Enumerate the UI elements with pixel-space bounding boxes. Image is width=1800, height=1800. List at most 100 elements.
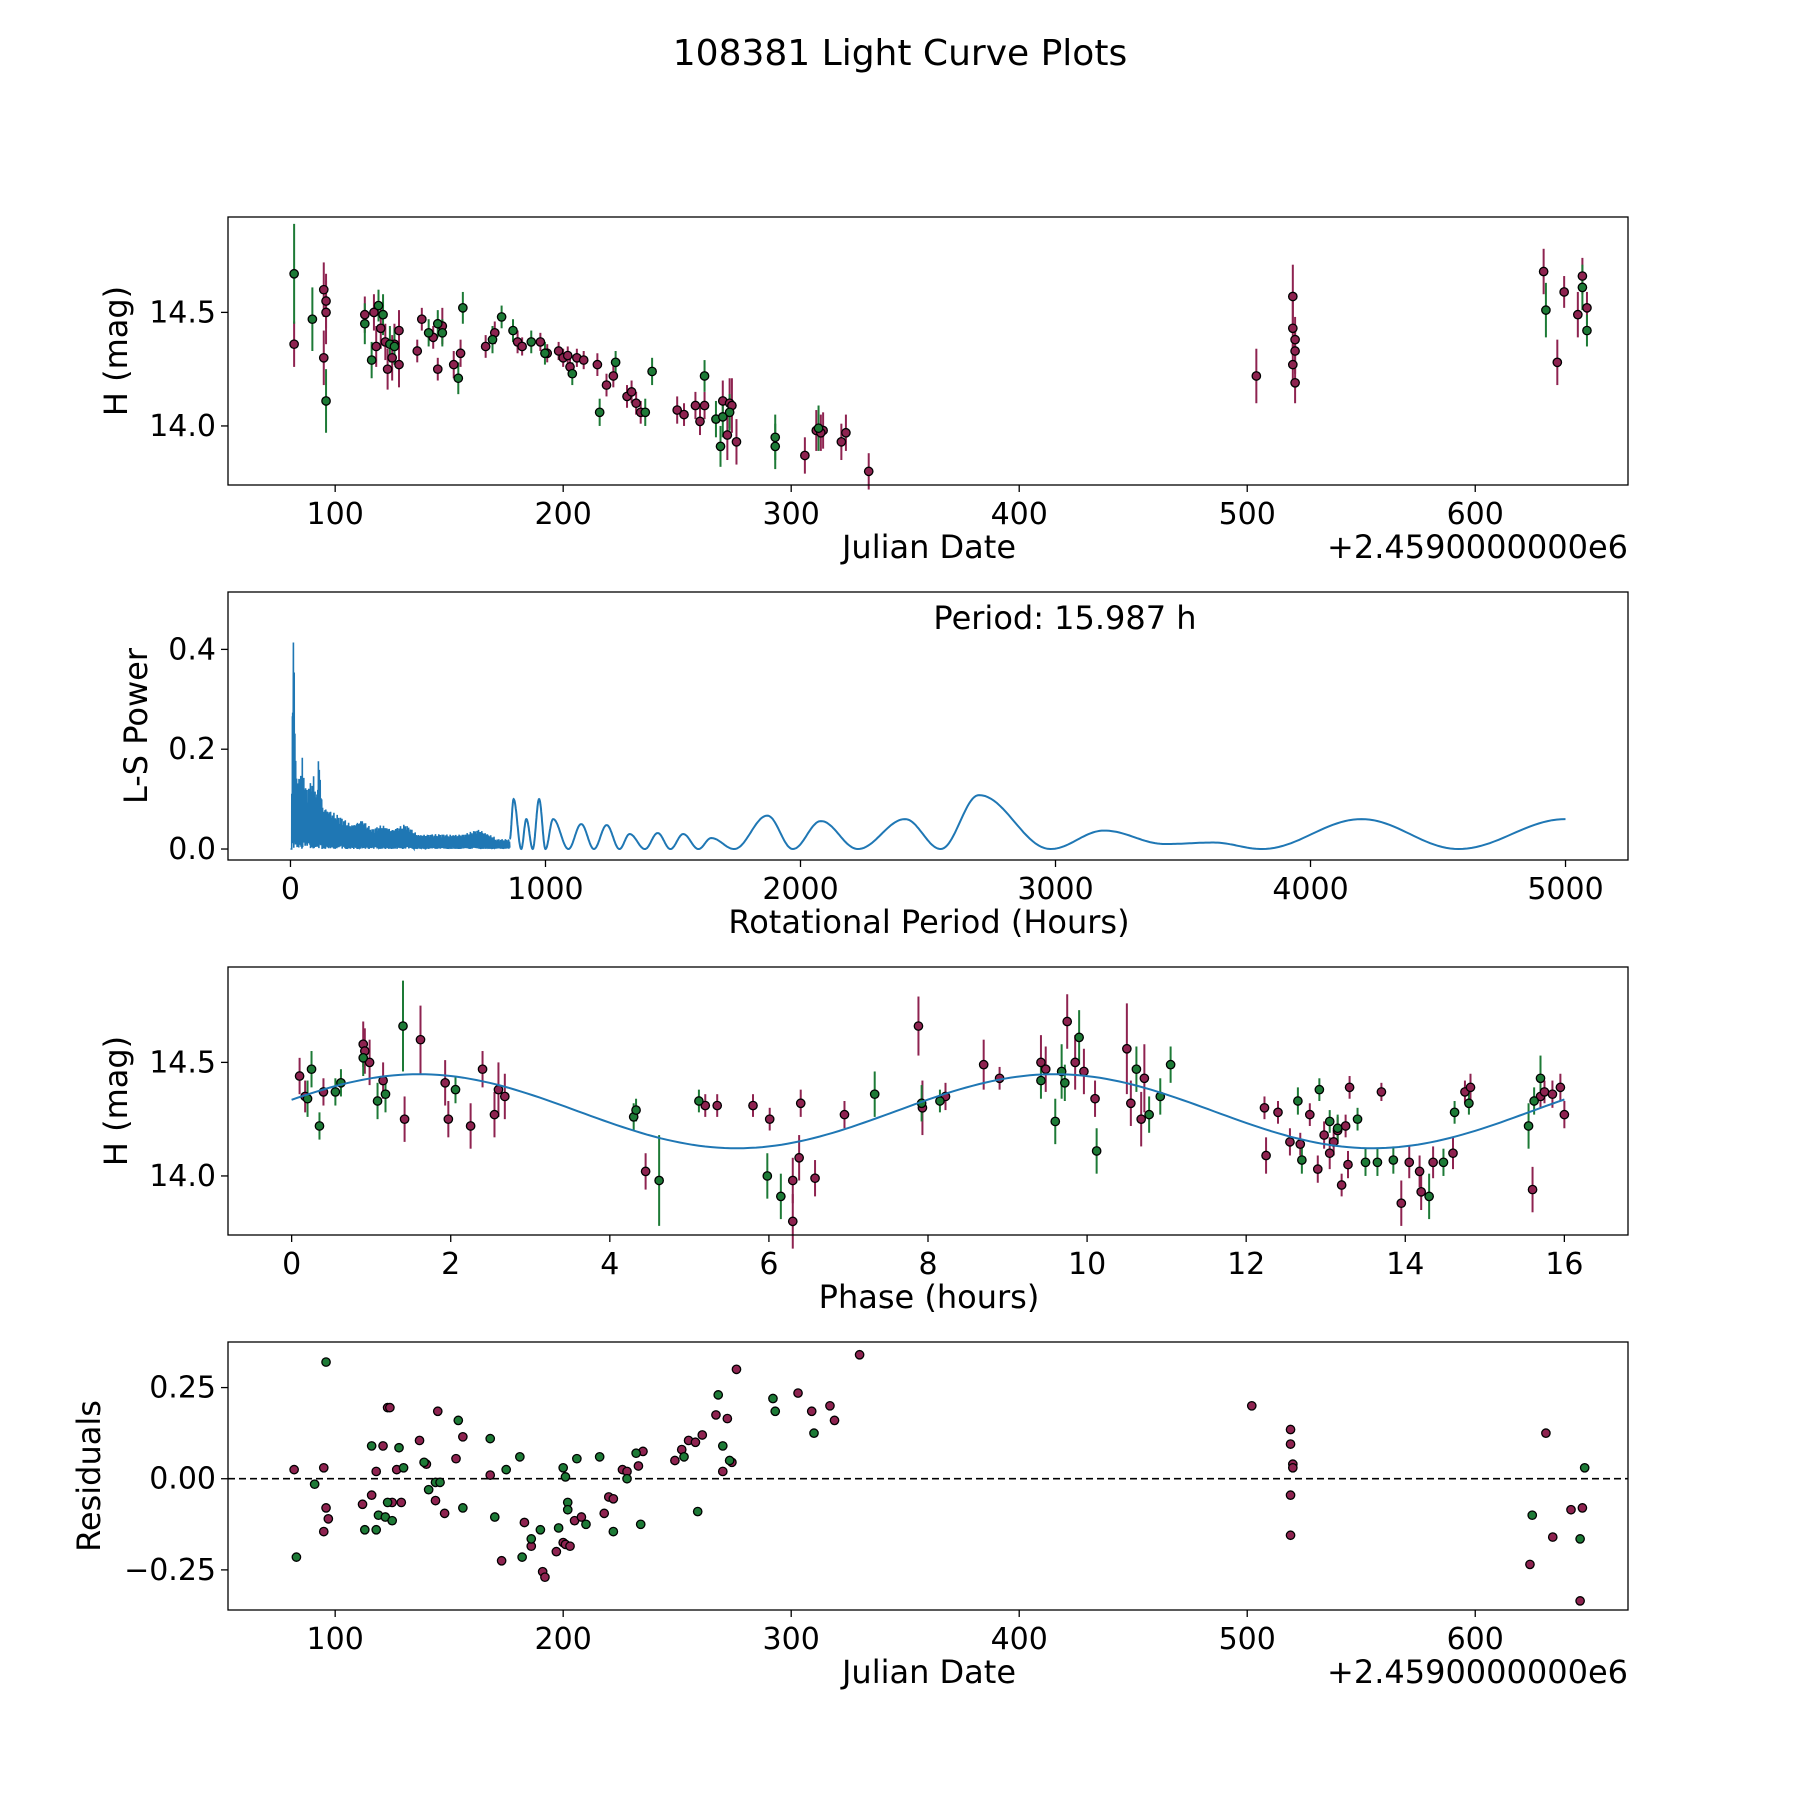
phase-point-green (314, 1121, 325, 1131)
residuals-point-maroon (565, 1541, 575, 1552)
lightcurve-point-green (423, 327, 434, 338)
residuals-point-maroon (793, 1388, 803, 1398)
lightcurve-point-green (487, 334, 498, 345)
lightcurve-point-green (432, 318, 443, 329)
lightcurve-xtick-label: 500 (1219, 497, 1276, 532)
phase-xtick-label: 6 (759, 1247, 778, 1282)
phase-point-maroon (1319, 1130, 1329, 1140)
lightcurve-axes: H (mag) Julian Date +2.4590000000e6 100 2… (97, 216, 1629, 566)
phase-point-green (762, 1171, 773, 1181)
lightcurve-ylabel: H (mag) (97, 286, 135, 416)
phase-axes: H (mag) Phase (hours) 0 2 4 6 8 10 12 14 16 14.0 1… (97, 966, 1629, 1316)
lightcurve-xtick-label: 200 (535, 497, 592, 532)
phase-xlabel: Phase (hours) (819, 1278, 1040, 1316)
residuals-point-maroon (289, 1464, 299, 1475)
periodogram-xtick-label: 0 (281, 872, 300, 907)
lightcurve-point-green (594, 407, 605, 418)
lightcurve-point-maroon (371, 341, 382, 352)
residuals-point-maroon (318, 1462, 329, 1473)
lightcurve-point-maroon (1552, 357, 1563, 368)
residuals-point-green (553, 1523, 564, 1533)
residuals-point-green (387, 1515, 398, 1526)
residuals-point-maroon (432, 1406, 443, 1417)
phase-point-maroon (477, 1064, 488, 1075)
lightcurve-point-green (458, 302, 468, 313)
lightcurve-xtick-label: 100 (307, 497, 364, 532)
phase-xtick-label: 4 (600, 1247, 619, 1282)
residuals-point-green (398, 1462, 409, 1473)
residuals-offset-label: +2.4590000000e6 (1327, 1653, 1628, 1691)
residuals-point-green (485, 1433, 496, 1444)
lightcurve-point-maroon (731, 436, 742, 447)
residuals-point-green (581, 1519, 591, 1530)
residuals-point-maroon (451, 1453, 461, 1464)
residuals-point-green (489, 1512, 500, 1522)
lightcurve-point-green (770, 441, 781, 452)
phase-point-maroon (294, 1071, 305, 1081)
phase-xtick-label: 10 (1068, 1247, 1106, 1282)
phase-point-maroon (1376, 1087, 1387, 1097)
residuals-point-green (724, 1455, 735, 1466)
phase-point-maroon (748, 1100, 758, 1111)
phase-point-maroon (465, 1121, 476, 1131)
residuals-point-green (366, 1441, 377, 1451)
lightcurve-xlabel: Julian Date (840, 528, 1016, 566)
residuals-point-maroon (385, 1402, 395, 1413)
phase-point-green (1332, 1123, 1343, 1134)
phase-point-green (869, 1089, 880, 1100)
residuals-point-green (515, 1452, 525, 1462)
phase-point-maroon (1527, 1184, 1538, 1195)
phase-point-maroon (1414, 1166, 1425, 1177)
phase-point-maroon (399, 1114, 410, 1125)
phase-point-maroon (1079, 1066, 1089, 1077)
phase-point-maroon (1465, 1082, 1476, 1093)
lightcurve-point-maroon (517, 341, 527, 352)
phase-point-maroon (1273, 1107, 1283, 1118)
residuals-point-green (572, 1453, 582, 1464)
periodogram-plot-frame (227, 591, 1629, 861)
residuals-point-maroon (321, 1503, 331, 1513)
phase-point-green (1091, 1146, 1102, 1156)
phase-point-maroon (364, 1057, 375, 1068)
lightcurve-point-green (567, 368, 578, 379)
periodogram-xlabel: Rotational Period (Hours) (728, 903, 1129, 941)
phase-point-maroon (1125, 1098, 1136, 1109)
period-annotation: Period: 15.987 h (933, 599, 1196, 637)
residuals-ytick-label: −0.25 (124, 1553, 216, 1588)
phase-point-green (1535, 1073, 1546, 1084)
residuals-point-maroon (1285, 1424, 1296, 1435)
phase-point-maroon (1428, 1157, 1438, 1168)
phase-point-green (1449, 1107, 1460, 1118)
lightcurve-point-green (307, 314, 318, 325)
residuals-point-maroon (1525, 1559, 1535, 1570)
lightcurve-point-maroon (318, 284, 329, 295)
phase-point-maroon (1070, 1057, 1081, 1068)
phase-point-green (1523, 1121, 1534, 1131)
residuals-point-green (526, 1534, 537, 1544)
phase-point-green (1314, 1084, 1325, 1095)
phase-point-maroon (1555, 1082, 1566, 1093)
residuals-point-maroon (1575, 1596, 1585, 1606)
lightcurve-point-maroon (841, 427, 851, 438)
residuals-point-green (1575, 1534, 1585, 1544)
residuals-point-green (692, 1506, 703, 1517)
lightcurve-point-maroon (695, 416, 705, 427)
residuals-point-maroon (854, 1349, 865, 1360)
phase-point-green (775, 1191, 786, 1202)
lightcurve-point-green (540, 348, 550, 359)
phase-point-maroon (1396, 1198, 1407, 1209)
lightcurve-point-green (1541, 305, 1551, 315)
residuals-point-green (309, 1479, 320, 1490)
residuals-point-maroon (1541, 1428, 1551, 1439)
lightcurve-point-maroon (863, 466, 874, 477)
lightcurve-point-maroon (601, 380, 612, 390)
phase-point-maroon (1312, 1164, 1323, 1174)
phase-point-maroon (1040, 1064, 1051, 1075)
residuals-point-green (535, 1524, 546, 1535)
phase-xtick-label: 12 (1227, 1247, 1265, 1282)
residuals-point-maroon (1285, 1439, 1296, 1449)
phase-point-green (1352, 1114, 1363, 1125)
lightcurve-point-maroon (1287, 323, 1298, 334)
residuals-ytick-label: 0.25 (149, 1371, 216, 1406)
